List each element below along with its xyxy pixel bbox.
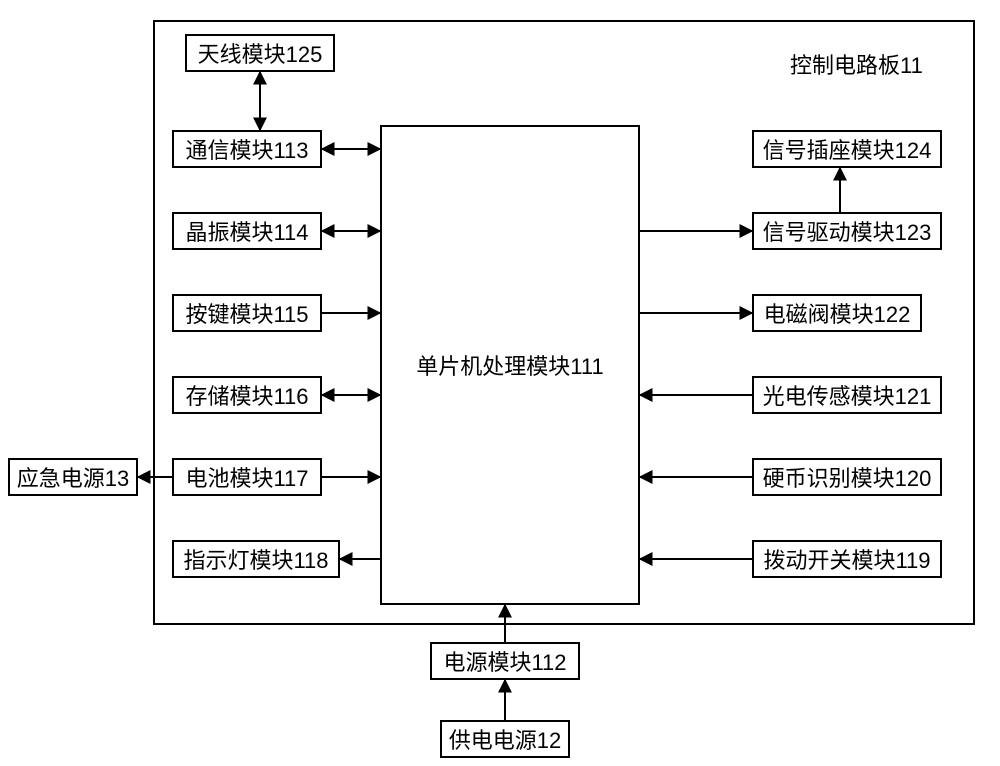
block-comm: 通信模块113 xyxy=(172,130,322,168)
block-battery: 电池模块117 xyxy=(172,458,322,496)
block-storage: 存储模块116 xyxy=(172,376,322,414)
block-emerg: 应急电源13 xyxy=(8,458,138,496)
central-mcu-block: 单片机处理模块111 xyxy=(380,125,640,605)
block-pwrmod: 电源模块112 xyxy=(430,642,580,680)
block-coin: 硬币识别模块120 xyxy=(752,458,942,496)
block-key: 按键模块115 xyxy=(172,294,322,332)
block-antenna: 天线模块125 xyxy=(185,34,335,72)
block-supply: 供电电源12 xyxy=(440,720,570,758)
block-led: 指示灯模块118 xyxy=(172,540,340,578)
block-dip: 拨动开关模块119 xyxy=(752,540,942,578)
block-sigsock: 信号插座模块124 xyxy=(752,130,942,168)
diagram-title: 控制电路板11 xyxy=(790,48,923,80)
diagram-canvas: 控制电路板11 单片机处理模块111 天线模块125 通信模块113 晶振模块114… xyxy=(0,0,1000,766)
block-sigdrv: 信号驱动模块123 xyxy=(752,212,942,250)
block-crystal: 晶振模块114 xyxy=(172,212,322,250)
block-photo: 光电传感模块121 xyxy=(752,376,942,414)
block-valve: 电磁阀模块122 xyxy=(752,294,922,332)
